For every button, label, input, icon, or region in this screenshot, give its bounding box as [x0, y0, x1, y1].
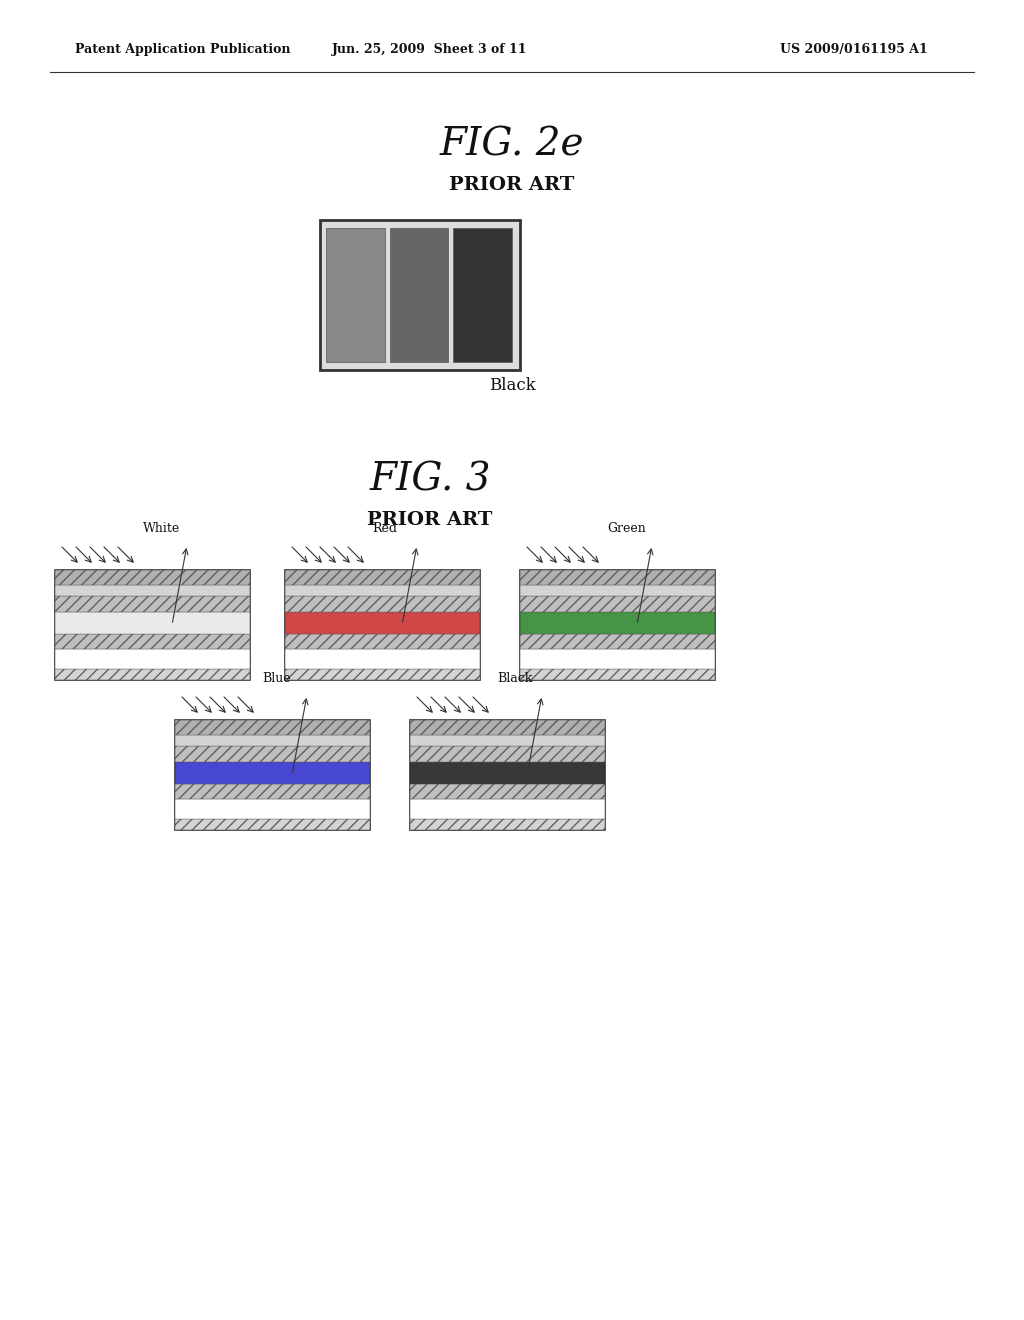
Bar	[55, 570, 250, 585]
Bar	[410, 746, 605, 762]
Bar	[55, 570, 250, 680]
Bar	[520, 611, 715, 634]
Bar	[319, 220, 520, 370]
Bar	[55, 611, 250, 634]
Bar	[520, 669, 715, 680]
Bar	[520, 570, 715, 680]
Bar	[175, 719, 370, 735]
Text: US 2009/0161195 A1: US 2009/0161195 A1	[780, 44, 928, 57]
Bar	[520, 597, 715, 611]
Bar	[285, 634, 480, 649]
Bar	[55, 634, 250, 649]
Bar	[410, 799, 605, 818]
Bar	[55, 649, 250, 669]
Bar	[55, 585, 250, 597]
Bar	[520, 570, 715, 585]
Text: PRIOR ART: PRIOR ART	[450, 176, 574, 194]
Bar	[175, 784, 370, 799]
Text: FIG. 3: FIG. 3	[370, 462, 490, 499]
Text: FIG. 2e: FIG. 2e	[439, 127, 585, 164]
Bar	[410, 719, 605, 735]
Bar	[285, 611, 480, 634]
Bar	[410, 784, 605, 799]
Bar	[285, 570, 480, 680]
Bar	[410, 735, 605, 746]
Bar	[520, 649, 715, 669]
Text: Blue: Blue	[263, 672, 292, 685]
Text: Green: Green	[608, 521, 646, 535]
Bar	[410, 762, 605, 784]
Bar	[326, 228, 385, 362]
Bar	[175, 818, 370, 830]
Bar	[175, 735, 370, 746]
Bar	[520, 585, 715, 597]
Bar	[390, 228, 449, 362]
Bar	[175, 762, 370, 784]
Bar	[410, 719, 605, 830]
Text: Jun. 25, 2009  Sheet 3 of 11: Jun. 25, 2009 Sheet 3 of 11	[332, 44, 527, 57]
Bar	[285, 649, 480, 669]
Text: PRIOR ART: PRIOR ART	[368, 511, 493, 529]
Text: Red: Red	[373, 521, 397, 535]
Bar	[175, 799, 370, 818]
Bar	[285, 585, 480, 597]
Bar	[285, 597, 480, 611]
Bar	[55, 669, 250, 680]
Bar	[175, 746, 370, 762]
Bar	[285, 570, 480, 585]
Text: White: White	[142, 521, 180, 535]
Bar	[175, 719, 370, 830]
Text: Patent Application Publication: Patent Application Publication	[75, 44, 291, 57]
Bar	[520, 634, 715, 649]
Text: Black: Black	[488, 376, 536, 393]
Bar	[285, 669, 480, 680]
Bar	[410, 818, 605, 830]
Bar	[55, 597, 250, 611]
Bar	[454, 228, 512, 362]
Text: Black: Black	[498, 672, 534, 685]
